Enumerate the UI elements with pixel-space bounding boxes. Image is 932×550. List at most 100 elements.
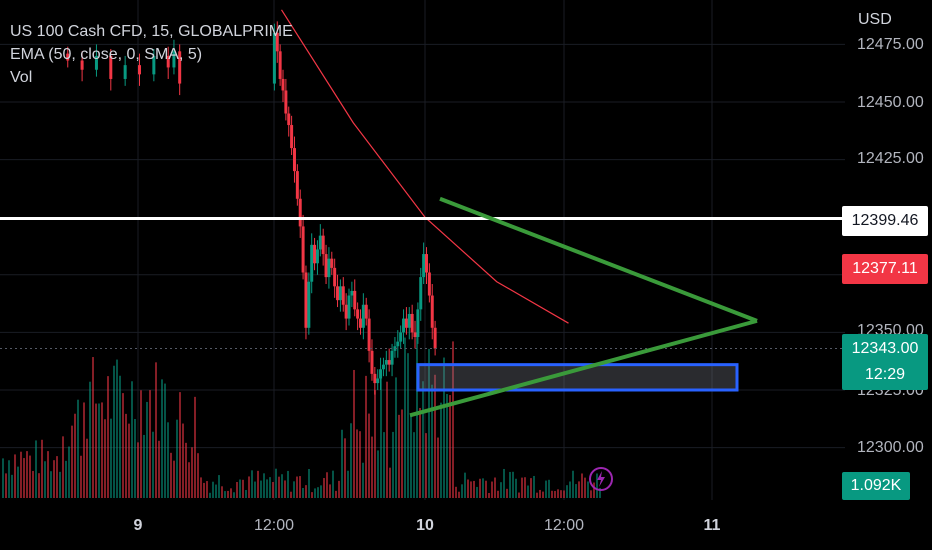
candle [427,272,431,296]
volume-bar [5,473,7,498]
candle [413,332,417,338]
candle [422,254,426,278]
volume-bar [266,479,268,498]
candle [66,53,70,61]
volume-bar [164,383,166,498]
volume-bar [182,423,184,498]
volume-bar [221,486,223,498]
volume-bar [410,414,412,498]
volume-bar [29,455,31,498]
volume-bar [2,458,4,498]
candle [310,244,314,282]
volume-bar [503,468,505,498]
volume-bar [50,471,52,498]
volume-bar [47,451,49,498]
volume-bar [191,447,193,498]
volume-bar [557,489,559,498]
currency-label[interactable]: USD [858,11,892,28]
volume-bar [545,480,547,498]
volume-bar [137,442,139,498]
candle [272,32,276,84]
volume-bar [209,492,211,498]
candle [152,55,156,75]
volume-bar [380,371,382,498]
legend[interactable]: US 100 Cash CFD, 15, GLOBALPRIME EMA (50… [10,20,293,89]
volume-bar [509,471,511,498]
volume-bar [566,485,568,498]
volume-bar [89,381,91,498]
volume-bar [125,413,127,498]
volume-bar [524,477,526,498]
volume-bar [533,475,535,498]
volume-bar [515,478,517,498]
volume-bar [293,481,295,498]
legend-vol[interactable]: Vol [10,69,33,86]
volume-bar [521,477,523,498]
volume-bar [458,491,460,498]
candle [344,304,348,319]
legend-symbol[interactable]: US 100 Cash CFD, 15, GLOBALPRIME [10,23,293,40]
legend-ema[interactable]: EMA (50, close, 0, SMA, 5) [10,46,203,63]
volume-bar [107,376,109,498]
candle [336,286,340,301]
volume-bar [479,478,481,498]
volume-bar [80,455,82,498]
volume-bar [248,476,250,498]
y-tick: 12425.00 [857,150,924,167]
volume-label: 1.092K [842,472,910,500]
candle [109,55,113,79]
volume-bar [227,490,229,498]
volume-bar [224,491,226,498]
ema-price-label: 12377.11 [842,254,928,284]
candle [333,267,337,287]
volume-bar [158,440,160,498]
volume-bar [218,475,220,498]
lightning-icon[interactable] [588,462,614,496]
volume-bar [53,460,55,498]
volume-bar [38,473,40,498]
volume-bar [263,473,265,498]
candle [376,378,380,384]
candle [123,65,127,79]
volume-bar [407,353,409,498]
triangle-lower-line [409,318,758,418]
volume-bar [344,438,346,498]
candle [295,171,299,199]
candle [275,32,279,52]
volume-bar [548,479,550,498]
volume-bar [215,484,217,498]
candle [284,90,288,114]
volume-bar [200,477,202,498]
candle [338,286,342,301]
candle [321,235,325,255]
volume-bar [482,478,484,498]
drawings[interactable] [0,196,842,418]
volume-bar [368,413,370,498]
volume-bar [140,390,142,498]
volume-bar [56,456,58,498]
volume-bar [134,418,136,498]
volume-bar [245,489,247,498]
candle [433,327,437,349]
candle [393,346,397,351]
x-tick-day: 9 [133,517,143,534]
volume-bar [392,431,394,498]
volume-bar [194,396,196,498]
volume-bar [278,476,280,498]
volume-bar [167,422,169,498]
volume-bar [404,337,406,498]
volume-bar [377,450,379,498]
candle [379,369,383,379]
volume-bar [362,462,364,498]
y-tick: 12475.00 [857,36,924,53]
volume-bar [476,486,478,498]
volume-bar [206,481,208,498]
volume-bar [314,488,316,498]
volume-bar [329,484,331,498]
volume-bar [596,473,598,498]
volume-bar [83,402,85,498]
candle [301,226,305,273]
candle [178,51,182,84]
